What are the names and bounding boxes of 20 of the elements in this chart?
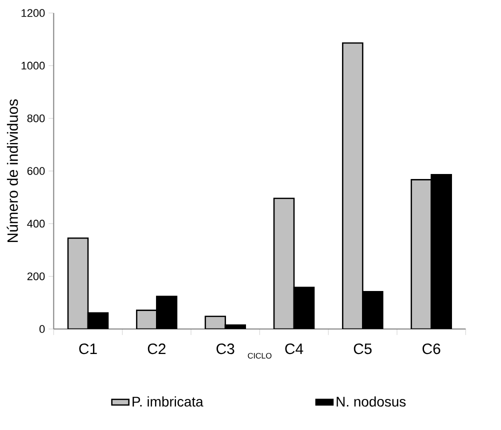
x-tick-label: C2 [148, 344, 166, 354]
y-tick-label: 1200 [22, 9, 45, 17]
legend-label: N. nodosus [336, 396, 406, 407]
x-tick-label: C5 [354, 344, 372, 354]
y-tick-label: 200 [27, 272, 45, 280]
legend-label: P. imbricata [132, 396, 204, 407]
y-tick-label: 1000 [22, 62, 45, 70]
x-tick-label: C3 [216, 344, 234, 354]
y-tick-label: 400 [27, 220, 45, 228]
bar [342, 42, 364, 329]
x-tick-label: C1 [79, 344, 97, 354]
y-tick-label: 600 [27, 167, 45, 175]
bar [273, 198, 295, 329]
x-tick-label: C6 [422, 344, 440, 354]
bar [410, 179, 432, 329]
x-tick-label: C4 [285, 344, 304, 354]
y-tick-label: 0 [39, 325, 45, 333]
bar [67, 238, 89, 329]
y-tick-label: 800 [27, 114, 45, 122]
y-axis-title: Número de individuos [6, 99, 18, 242]
